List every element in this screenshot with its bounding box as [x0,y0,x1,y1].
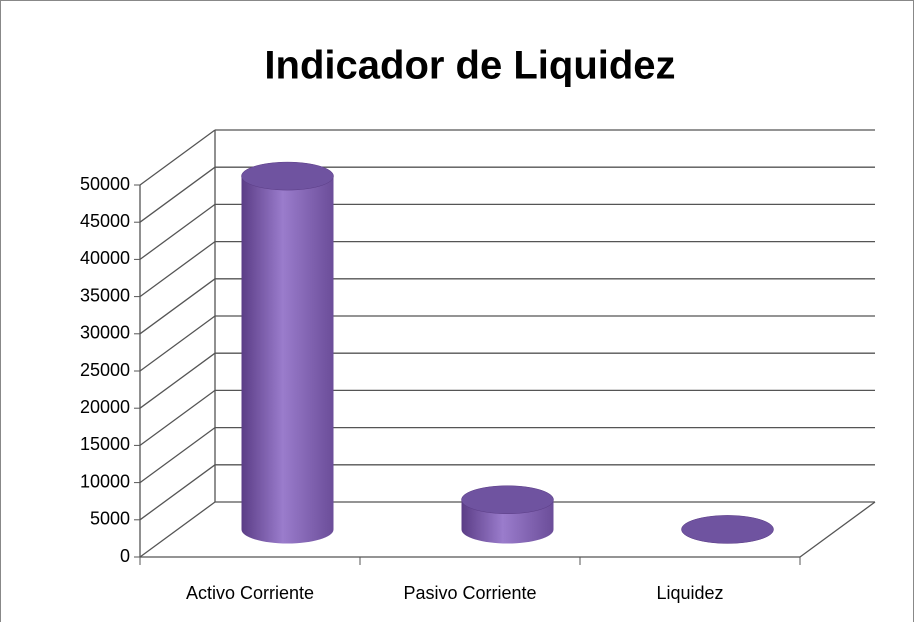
y-tick-label: 35000 [80,285,130,305]
side-grid-line [139,241,216,298]
side-grid-line [139,389,216,446]
bar-top [681,515,774,544]
bar-top [241,161,334,191]
side-grid-line [139,352,216,409]
y-tick-label: 20000 [80,397,130,417]
bar [241,162,334,544]
x-tick-label: Activo Corriente [186,583,314,603]
side-grid-line [139,315,216,372]
y-tick-label: 40000 [80,248,130,268]
side-grid-line [139,501,216,558]
floor-right [799,501,876,558]
y-tick-label: 25000 [80,360,130,380]
y-tick-label: 5000 [90,509,130,529]
y-tick-label: 10000 [80,471,130,491]
y-tick-label: 50000 [80,174,130,194]
bar-top [461,485,554,514]
side-grid-line [139,427,216,484]
y-tick-label: 45000 [80,211,130,231]
side-grid-line [139,166,216,223]
side-grid-line [139,203,216,260]
x-tick-label: Pasivo Corriente [403,583,536,603]
y-tick-label: 0 [120,546,130,566]
y-tick-label: 15000 [80,434,130,454]
y-tick-label: 30000 [80,323,130,343]
x-tick-label: Liquidez [656,583,723,603]
side-grid-line [139,464,216,521]
chart-title: Indicador de Liquidez [264,44,675,88]
side-grid-line [139,278,216,335]
side-grid-line [139,129,216,186]
